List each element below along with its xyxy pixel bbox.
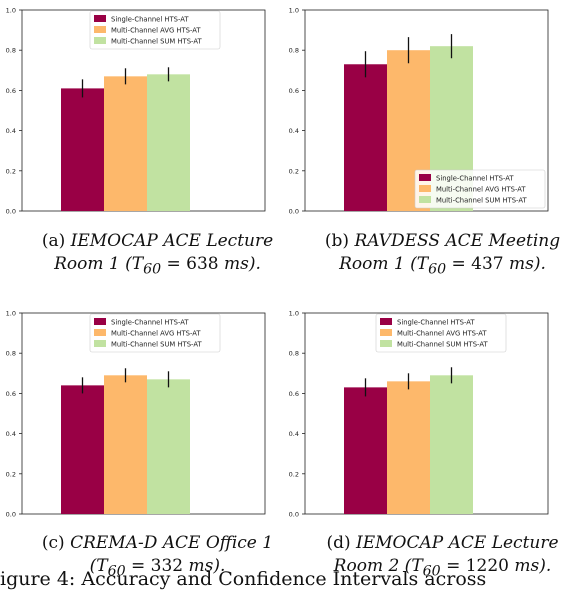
chart-d: 0.0 0.2 0.4 0.6 0.8 1.0 Single-Channel HTS-AT M… [289, 310, 549, 519]
y-tick-label: 0.2 [6, 167, 16, 175]
chart-a: 0.0 0.2 0.4 0.6 0.8 1.0 Single-Channel HTS-AT M… [6, 7, 266, 216]
legend-label: Single-Channel HTS-AT [111, 319, 189, 327]
legend-swatch [380, 340, 392, 347]
chart-b: 0.0 0.2 0.4 0.6 0.8 1.0 Single-Channel HTS-AT M… [289, 7, 549, 216]
legend-label: Multi-Channel SUM HTS-AT [397, 341, 488, 349]
y-tick-label: 1.0 [6, 310, 16, 318]
legend-swatch [94, 318, 106, 325]
y-tick-label: 1.0 [6, 7, 16, 15]
legend-label: Multi-Channel AVG HTS-AT [111, 27, 201, 35]
legend-swatch [380, 318, 392, 325]
bar [344, 387, 387, 514]
y-tick-label: 0.0 [289, 511, 299, 519]
caption-tag: (d) [326, 533, 351, 553]
caption-tag: (c) [41, 533, 65, 553]
bar [147, 74, 190, 211]
y-tick-label: 1.0 [289, 310, 299, 318]
y-tick-label: 0.4 [289, 127, 299, 135]
legend-swatch [94, 340, 106, 347]
legend-swatch [94, 15, 106, 22]
y-tick-label: 0.8 [6, 47, 16, 55]
bar [387, 381, 430, 514]
legend: Single-Channel HTS-AT Multi-Channel AVG H… [89, 10, 221, 50]
bar [344, 64, 387, 212]
caption-line2: (T60 = 332 ms). [89, 556, 226, 580]
chart-c: 0.0 0.2 0.4 0.6 0.8 1.0 Single-Channel HTS-AT M… [6, 310, 266, 519]
legend-swatch [419, 196, 431, 203]
y-tick-label: 0.6 [6, 87, 16, 95]
legend-swatch [94, 26, 106, 33]
bar [104, 375, 147, 514]
caption-line2: Room 1 (T60 = 638 ms). [54, 254, 261, 278]
y-tick-label: 0.8 [289, 350, 299, 358]
legend-swatch [94, 37, 106, 44]
caption-title: IEMOCAP ACE Lecture [70, 231, 274, 251]
bar [61, 88, 104, 211]
y-tick-label: 0.0 [6, 511, 16, 519]
caption-title: RAVDESS ACE Meeting [354, 231, 561, 251]
legend-label: Multi-Channel AVG HTS-AT [111, 330, 201, 338]
legend-label: Single-Channel HTS-AT [111, 16, 189, 24]
figure-caption: igure 4: Accuracy and Confidence Interva… [0, 568, 487, 590]
y-tick-label: 1.0 [289, 7, 299, 15]
caption-tag: (b) [324, 231, 350, 251]
legend: Single-Channel HTS-AT Multi-Channel AVG H… [414, 169, 546, 209]
caption-b: (b) RAVDESS ACE Meeting Room 1 (T60 = 43… [300, 230, 566, 281]
legend: Single-Channel HTS-AT Multi-Channel AVG H… [89, 313, 221, 353]
y-tick-label: 0.0 [289, 208, 299, 216]
legend-box [375, 313, 507, 353]
y-tick-label: 0.4 [6, 127, 16, 135]
legend: Single-Channel HTS-AT Multi-Channel AVG H… [375, 313, 507, 353]
y-tick-label: 0.8 [289, 47, 299, 55]
legend-label: Multi-Channel SUM HTS-AT [436, 197, 527, 205]
legend-box [414, 169, 546, 209]
y-tick-label: 0.4 [289, 430, 299, 438]
bar [147, 379, 190, 514]
caption-d: (d) IEMOCAP ACE Lecture Room 2 (T60 = 12… [300, 532, 566, 583]
y-tick-label: 0.6 [289, 390, 299, 398]
legend-label: Multi-Channel SUM HTS-AT [111, 341, 202, 349]
legend-swatch [94, 329, 106, 336]
legend-swatch [419, 185, 431, 192]
caption-line2: Room 2 (T60 = 1220 ms). [333, 556, 552, 580]
caption-title: CREMA-D ACE Office 1 [70, 533, 274, 553]
legend-label: Single-Channel HTS-AT [397, 319, 475, 327]
y-tick-label: 0.2 [289, 167, 299, 175]
y-tick-label: 0.6 [289, 87, 299, 95]
y-tick-label: 0.2 [289, 470, 299, 478]
legend-label: Multi-Channel SUM HTS-AT [111, 38, 202, 46]
bar [104, 76, 147, 211]
y-tick-label: 0.0 [6, 208, 16, 216]
y-tick-label: 0.8 [6, 350, 16, 358]
caption-title: IEMOCAP ACE Lecture [356, 533, 559, 553]
y-tick-label: 0.2 [6, 470, 16, 478]
bar [61, 385, 104, 514]
y-tick-label: 0.6 [6, 390, 16, 398]
caption-c: (c) CREMA-D ACE Office 1 (T60 = 332 ms). [0, 532, 315, 583]
legend-swatch [380, 329, 392, 336]
legend-swatch [419, 174, 431, 181]
legend-label: Single-Channel HTS-AT [436, 175, 514, 183]
caption-line2: Room 1 (T60 = 437 ms). [339, 254, 546, 278]
legend-box [89, 10, 221, 50]
y-tick-label: 0.4 [6, 430, 16, 438]
bar [430, 375, 473, 514]
caption-tag: (a) [41, 231, 66, 251]
caption-a: (a) IEMOCAP ACE Lecture Room 1 (T60 = 63… [0, 230, 315, 281]
legend-label: Multi-Channel AVG HTS-AT [436, 186, 526, 194]
legend-label: Multi-Channel AVG HTS-AT [397, 330, 487, 338]
legend-box [89, 313, 221, 353]
